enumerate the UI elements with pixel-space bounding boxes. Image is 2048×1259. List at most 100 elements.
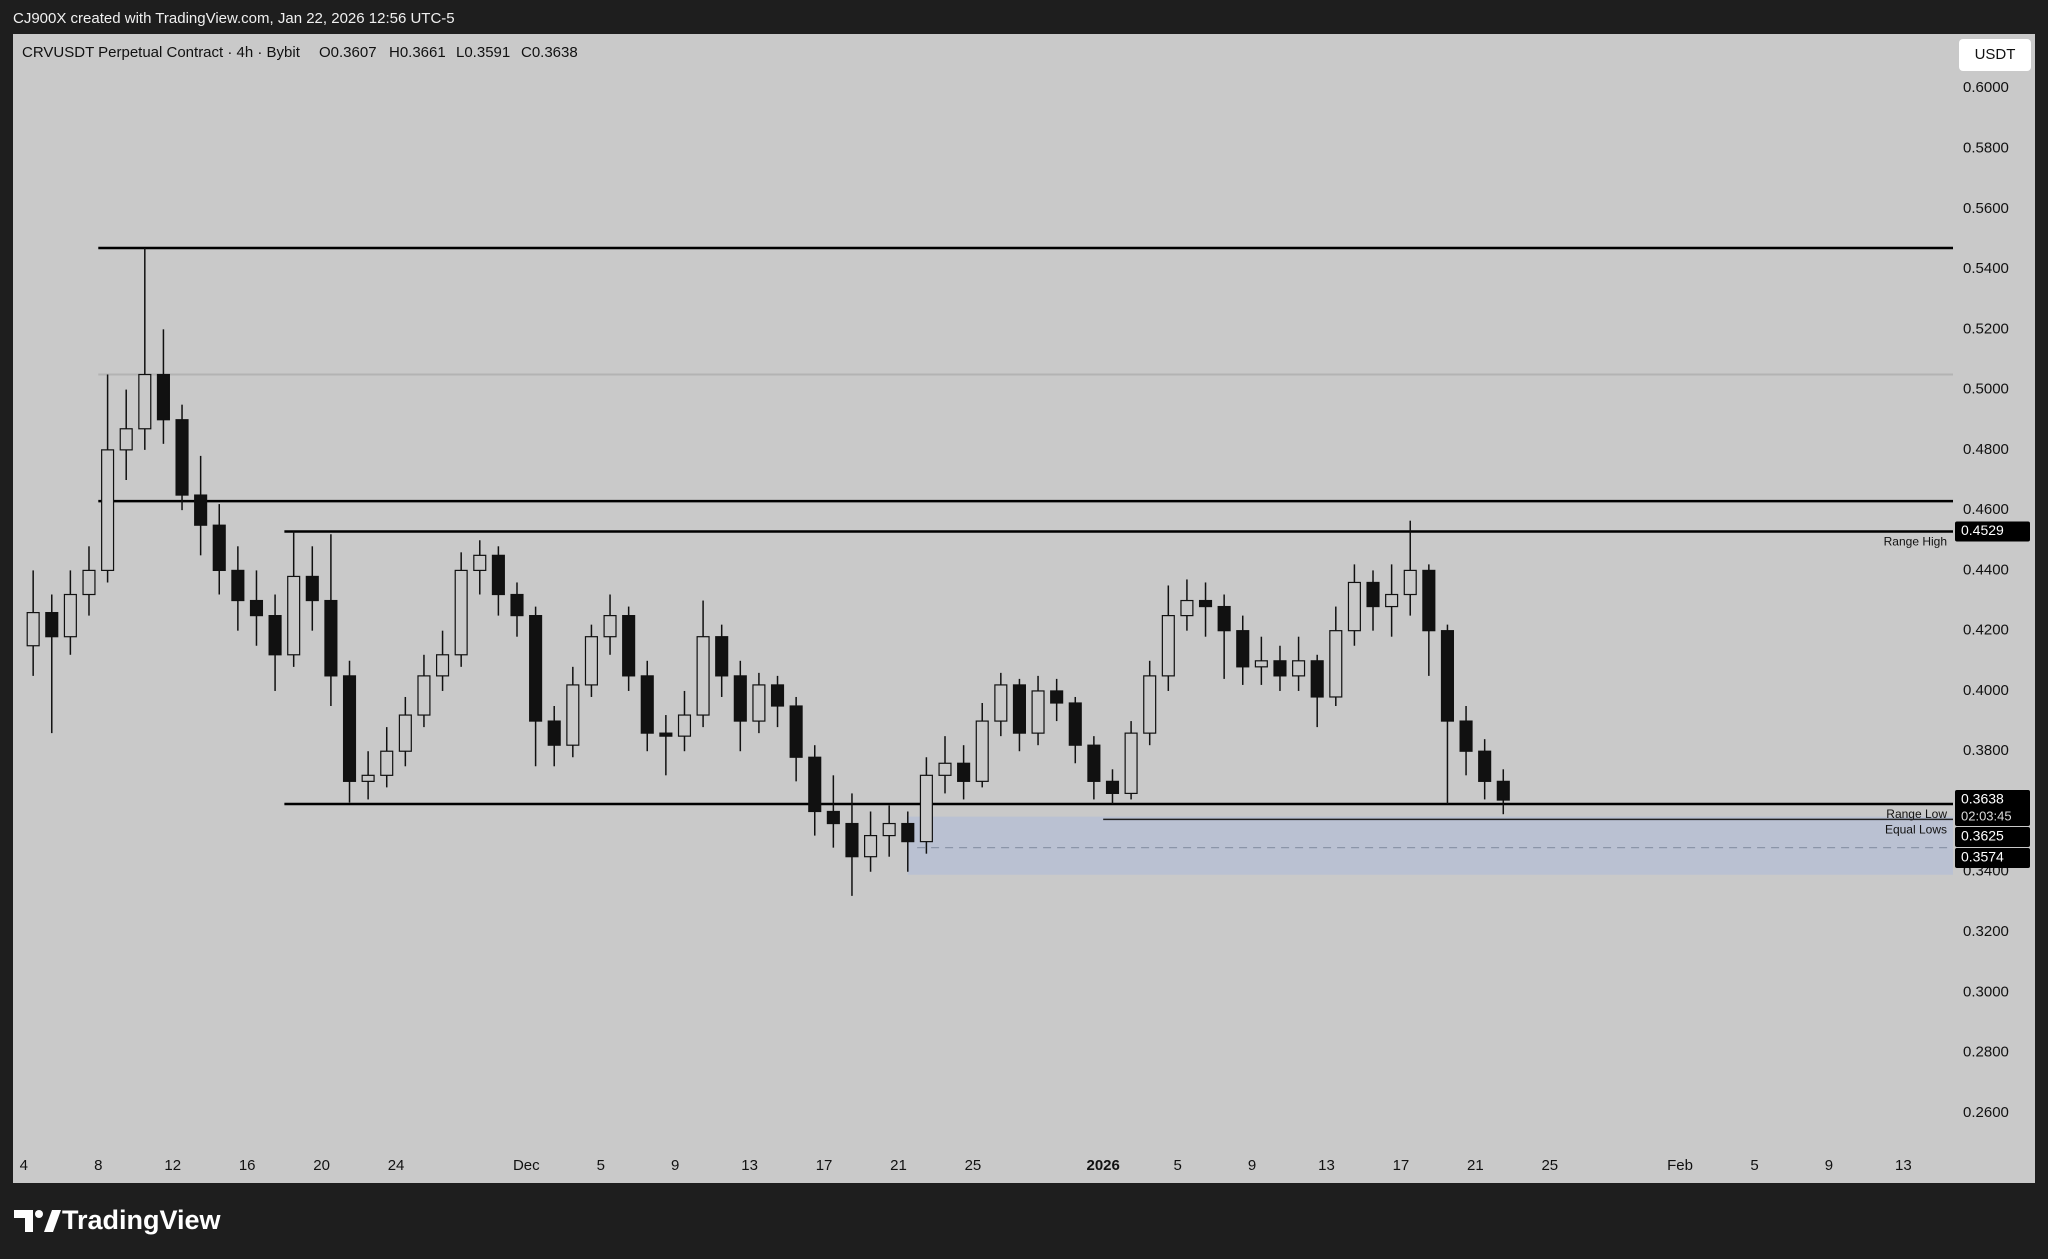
candle-body: [696, 636, 710, 716]
candle-body: [138, 373, 152, 430]
x-tick-label: 25: [1541, 1157, 1558, 1174]
candle-body: [249, 599, 264, 617]
candle-body: [584, 636, 598, 686]
y-tick-label: 0.6000: [1963, 79, 2009, 96]
candle-body: [361, 774, 375, 782]
candle-body: [845, 822, 859, 858]
ohlc-low: L0.3591: [456, 44, 510, 61]
y-tick-label: 0.4400: [1963, 561, 2009, 578]
candle-body: [901, 822, 915, 843]
x-tick-label: Feb: [1667, 1157, 1693, 1174]
candle-body: [1031, 690, 1045, 734]
y-tick-label: 0.5600: [1963, 200, 2009, 217]
candle-body: [938, 762, 952, 776]
logo-text: TradingView: [62, 1205, 222, 1235]
logo-icon: [14, 1210, 61, 1232]
x-tick-label: 24: [388, 1157, 405, 1174]
candle-body: [1403, 569, 1417, 596]
symbol-title: CRVUSDT Perpetual Contract · 4h · Bybit: [22, 44, 301, 61]
y-tick-label: 0.3000: [1963, 983, 2009, 1000]
candle-body: [603, 615, 617, 638]
x-tick-label: 8: [94, 1157, 102, 1174]
candle-body: [1496, 780, 1510, 801]
candle-body: [1180, 599, 1194, 617]
candle-body: [510, 593, 524, 617]
x-tick-label: Dec: [513, 1157, 540, 1174]
candle-body: [1459, 720, 1473, 752]
candle-body: [547, 720, 561, 746]
candle-body: [659, 732, 673, 737]
attribution: CJ900X created with TradingView.com, Jan…: [13, 10, 455, 27]
candle-body: [436, 654, 450, 677]
candle-body: [380, 750, 394, 776]
ohlc-close: C0.3638: [521, 44, 578, 61]
candle-body: [957, 762, 971, 782]
candle-body: [1347, 581, 1361, 632]
candle-body: [1478, 750, 1492, 782]
candle-body: [342, 675, 357, 782]
candle-body: [63, 593, 77, 638]
level-label: Equal Lows: [1885, 822, 1947, 836]
currency-button[interactable]: [1959, 39, 2031, 71]
candle-body: [156, 373, 170, 421]
candle-body: [1310, 660, 1324, 698]
x-tick-label: 5: [1750, 1157, 1758, 1174]
ohlc-open: O0.3607: [319, 44, 377, 61]
candle-body: [287, 575, 301, 656]
candle-body: [882, 822, 896, 837]
candle-body: [1012, 684, 1026, 734]
candle-body: [770, 684, 785, 707]
y-tick-label: 0.4600: [1963, 501, 2009, 518]
x-tick-label: 13: [741, 1157, 758, 1174]
candle-body: [640, 675, 654, 734]
x-tick-label: 13: [1318, 1157, 1335, 1174]
candle-body: [1161, 615, 1175, 677]
candle-body: [454, 569, 468, 656]
candle-body: [212, 524, 226, 572]
price-tag: [1955, 848, 2030, 869]
x-tick-label: 25: [965, 1157, 982, 1174]
price-tag-label: 0.3638: [1961, 791, 2004, 807]
candle-body: [1124, 732, 1138, 795]
candle-body: [1422, 569, 1436, 632]
candle-body: [268, 615, 282, 656]
x-tick-label: 9: [671, 1157, 679, 1174]
x-tick-label: 5: [597, 1157, 605, 1174]
x-tick-label: 4: [20, 1157, 28, 1174]
candle-body: [1143, 675, 1157, 734]
candle-body: [1273, 660, 1287, 677]
candle-body: [1236, 630, 1250, 668]
candle-body: [1440, 630, 1455, 722]
candle-body: [733, 675, 747, 722]
x-tick-label: 12: [164, 1157, 181, 1174]
zone: [907, 816, 1954, 875]
candle-body: [324, 599, 338, 677]
candle-body: [473, 554, 487, 572]
candle-body: [1068, 702, 1082, 746]
candle-body: [491, 554, 505, 596]
candle-body: [1198, 599, 1213, 608]
currency-label[interactable]: USDT: [1975, 46, 2016, 63]
candle-body: [45, 611, 59, 638]
y-tick-label: 0.4000: [1963, 682, 2009, 699]
price-tag-label: 0.4529: [1961, 522, 2004, 538]
price-tag-label: 0.3574: [1961, 849, 2004, 865]
x-tick-label: 16: [239, 1157, 256, 1174]
x-tick-label: 9: [1248, 1157, 1256, 1174]
candle-body: [808, 756, 822, 813]
y-tick-label: 0.4800: [1963, 441, 2009, 458]
candle-body: [1385, 593, 1399, 608]
x-tick-label: 2026: [1086, 1157, 1119, 1174]
x-tick-label: 5: [1173, 1157, 1181, 1174]
candle-body: [194, 494, 208, 526]
candle-body: [752, 684, 766, 722]
candle-body: [119, 428, 133, 451]
candle-body: [919, 774, 933, 843]
ohlc-high: H0.3661: [389, 44, 446, 61]
candle-body: [101, 449, 115, 572]
y-tick-label: 0.5200: [1963, 320, 2009, 337]
y-tick-label: 0.5400: [1963, 260, 2009, 277]
candle-body: [864, 834, 878, 858]
y-tick-label: 0.3800: [1963, 742, 2009, 759]
candle-body: [1366, 581, 1380, 608]
